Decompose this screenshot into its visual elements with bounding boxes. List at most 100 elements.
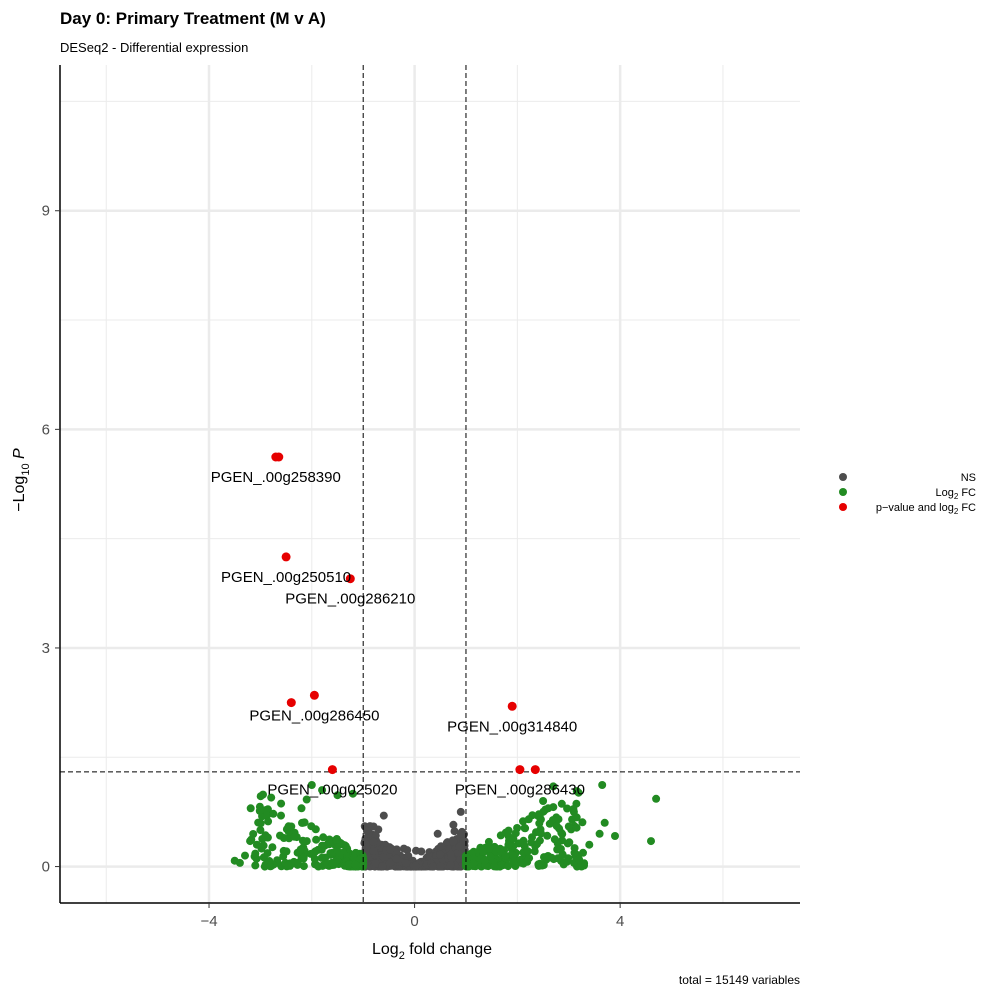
significant-point	[515, 765, 525, 775]
fc-point	[311, 825, 320, 834]
fc-point	[302, 837, 311, 846]
ns-point	[369, 822, 378, 831]
ns-point	[386, 845, 395, 854]
fc-point	[550, 835, 559, 844]
fc-point	[578, 818, 587, 827]
ns-point	[401, 859, 410, 868]
fc-point	[299, 862, 308, 871]
significant-point	[530, 765, 540, 775]
fc-point	[351, 860, 360, 869]
fc-point	[257, 844, 266, 853]
ns-point	[399, 844, 408, 853]
ns-point	[378, 862, 387, 871]
gene-labels: PGEN_.00g258390 PGEN_.00g250510 PGEN_.00g2…	[211, 469, 585, 799]
fc-point	[251, 861, 260, 870]
fc-point	[287, 822, 296, 831]
fc-point	[554, 815, 563, 824]
x-tick-label: 4	[616, 913, 624, 930]
chart-subtitle: DESeq2 - Differential expression	[60, 40, 249, 55]
significant-point	[281, 552, 291, 562]
cutoff-lines	[60, 65, 800, 903]
fc-point	[246, 837, 255, 846]
fc-point	[523, 847, 532, 856]
ns-point	[446, 861, 455, 870]
fc-point	[519, 817, 527, 826]
x-tick-label: 0	[410, 913, 418, 930]
fc-point	[256, 826, 265, 835]
fc-point	[501, 851, 510, 860]
fc-point	[534, 861, 543, 870]
fc-point	[504, 862, 513, 871]
fc-point	[478, 847, 487, 856]
fc-point	[585, 840, 594, 849]
legend-label-log2fc: Log2 FC	[935, 487, 976, 501]
y-tick-label: 6	[42, 421, 50, 438]
fc-point	[556, 845, 565, 853]
ns-point	[447, 850, 455, 859]
fc-point	[600, 818, 609, 827]
chart-caption: total = 15149 variables	[678, 973, 800, 987]
gene-label: PGEN_.00g286450	[249, 707, 379, 724]
legend-item-pvalue-log2fc: p−value and log2 FC	[839, 502, 976, 516]
legend-label-ns: NS	[961, 472, 976, 484]
ns-point	[411, 861, 420, 870]
significant-point	[507, 701, 517, 711]
grid-lines	[60, 65, 800, 903]
fc-point	[549, 782, 558, 791]
fc-point	[296, 845, 305, 854]
fc-point	[598, 781, 607, 789]
chart-title: Day 0: Primary Treatment (M v A)	[60, 9, 326, 28]
fc-point	[297, 804, 306, 813]
legend-key-ns	[839, 473, 847, 481]
legend-item-ns: NS	[839, 472, 976, 484]
x-tick-label: −4	[200, 913, 217, 930]
y-tick-label: 0	[42, 859, 50, 876]
fc-point	[611, 832, 619, 840]
fc-point	[267, 793, 276, 802]
fc-point	[553, 854, 562, 863]
fc-point	[569, 807, 578, 816]
fc-point	[539, 797, 548, 805]
ns-point	[371, 831, 380, 840]
fc-point	[310, 848, 319, 856]
fc-point	[595, 829, 604, 838]
fc-point	[484, 837, 493, 846]
significant-points	[271, 452, 540, 775]
fc-point	[486, 852, 495, 861]
fc-point	[312, 835, 321, 844]
fc-point	[277, 799, 286, 808]
fc-point	[318, 841, 327, 850]
ns-point	[449, 820, 458, 829]
fc-point	[293, 858, 302, 867]
ns-point	[449, 837, 458, 846]
fc-point	[251, 849, 260, 858]
fc-point	[284, 861, 293, 869]
ns-point	[363, 842, 371, 851]
fc-point	[547, 853, 556, 862]
fc-point	[241, 851, 249, 860]
fc-point	[652, 794, 661, 803]
fc-point	[277, 811, 285, 820]
fc-point	[300, 818, 309, 827]
fc-point	[537, 829, 545, 838]
fc-point	[572, 823, 581, 832]
gene-label: PGEN_.00g286210	[285, 591, 415, 608]
fc-point	[328, 859, 337, 868]
fc-point	[504, 840, 513, 849]
ns-point	[371, 859, 380, 868]
x-axis-title: Log2 fold change	[372, 941, 492, 962]
fc-point	[307, 781, 316, 789]
fc-point	[579, 848, 587, 857]
fc-point	[345, 860, 354, 869]
fc-point	[511, 862, 520, 870]
fc-point	[647, 837, 655, 846]
ns-point	[455, 842, 464, 851]
fc-point	[508, 851, 517, 860]
significant-point	[286, 698, 296, 708]
fc-point	[504, 826, 513, 835]
fc-point	[535, 819, 544, 828]
fc-point	[314, 862, 323, 871]
significant-point	[274, 452, 284, 462]
fc-point	[557, 799, 566, 808]
fc-point	[325, 836, 334, 845]
